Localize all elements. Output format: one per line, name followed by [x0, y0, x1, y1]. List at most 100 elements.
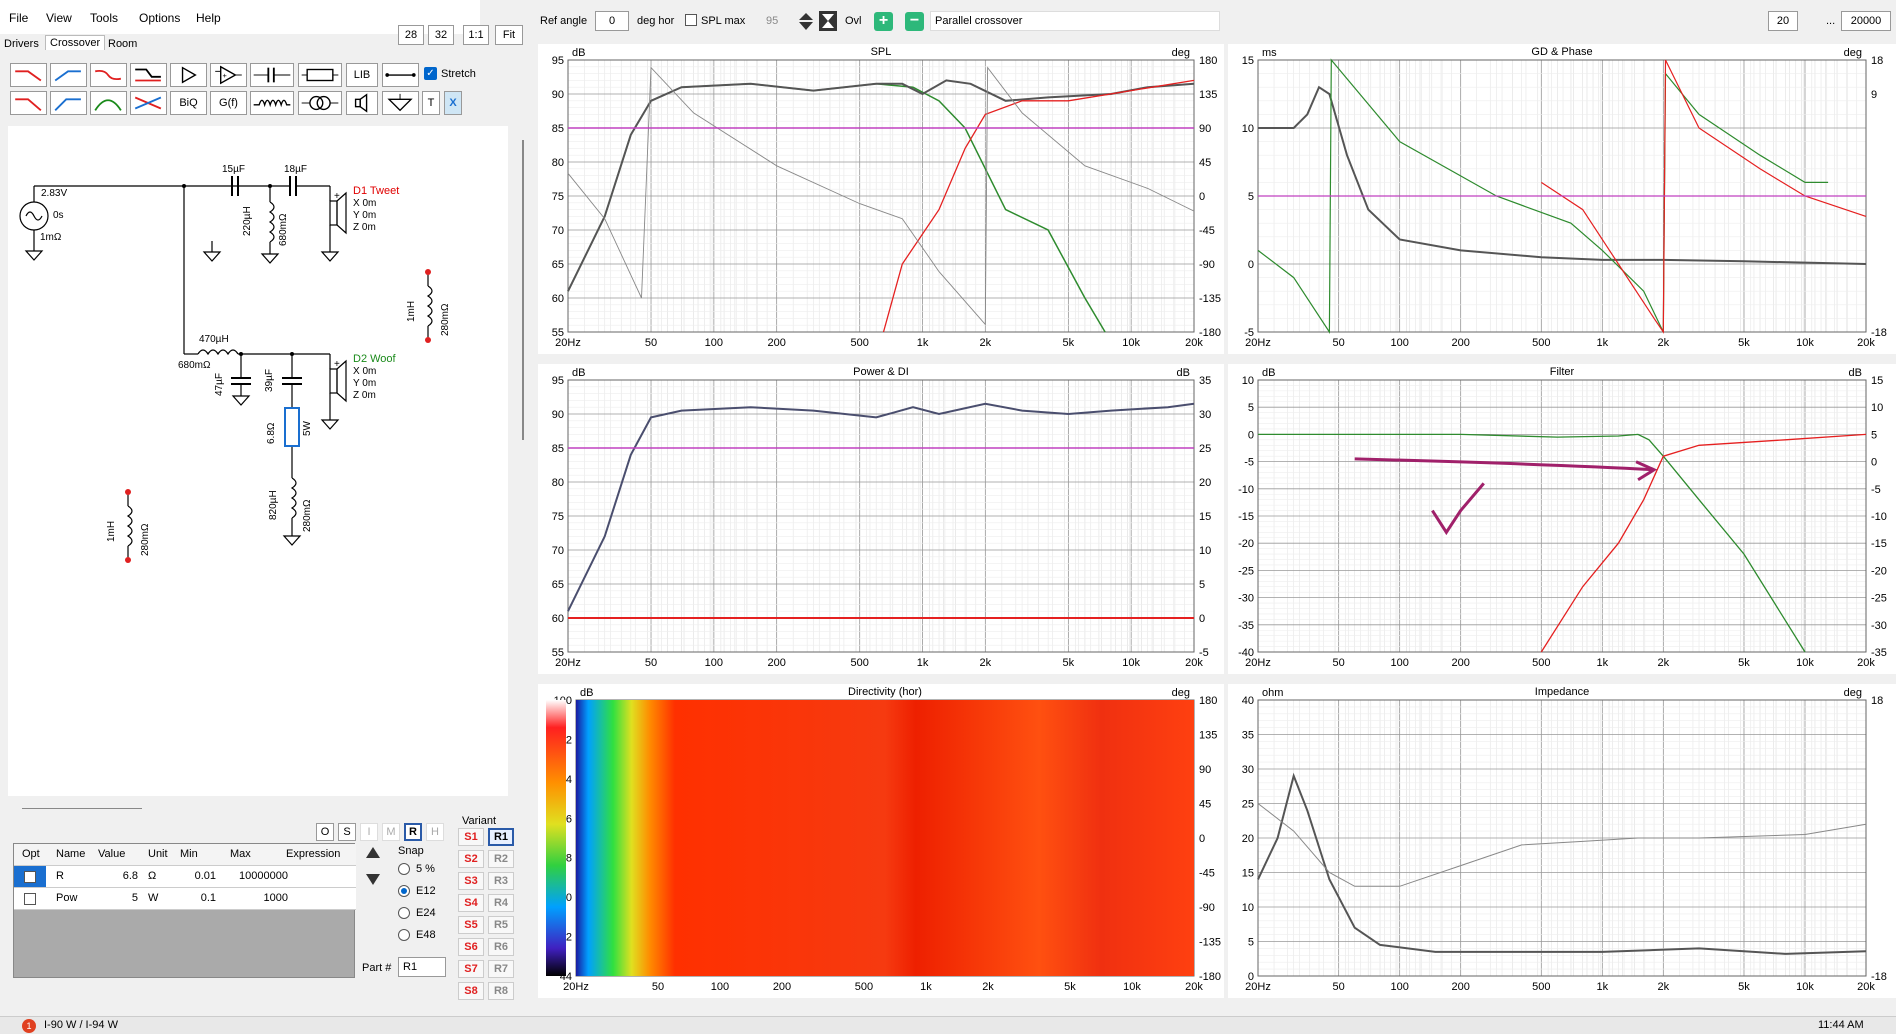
opt-checkbox[interactable]: [24, 871, 36, 883]
y-tick-label: 90: [552, 89, 564, 101]
snap-5pct-radio[interactable]: [398, 863, 410, 875]
variant-s8-button[interactable]: S8: [458, 982, 484, 1000]
zoom-n1-box[interactable]: 28: [398, 25, 424, 45]
row-value[interactable]: 5: [131, 892, 138, 904]
view-o-button[interactable]: O: [316, 823, 334, 841]
cross-filter-icon[interactable]: [130, 91, 167, 115]
gd-phase-graph[interactable]: 15 10 5 0 -5 18 9 -18 20Hz 50 100 200 500 1k 2k 5k 10k 20…: [1228, 44, 1896, 354]
up-down-icon[interactable]: [797, 11, 815, 31]
spl-max-value[interactable]: 95: [766, 15, 779, 27]
variant-r5-button[interactable]: R5: [488, 916, 514, 934]
menu-options[interactable]: Options: [139, 11, 181, 25]
capacitor-icon[interactable]: [250, 63, 294, 87]
directivity-graph[interactable]: 1009284766860524418013590450-45-90-135-1…: [538, 684, 1224, 998]
y-tick-label: 25: [1242, 799, 1254, 811]
row-min[interactable]: 0.1: [200, 892, 216, 904]
lowpass-red2-icon[interactable]: [10, 91, 47, 115]
snap-e24-radio[interactable]: [398, 907, 410, 919]
ground-icon[interactable]: [382, 91, 419, 115]
view-i-button[interactable]: I: [360, 823, 378, 841]
variant-r2-button[interactable]: R2: [488, 850, 514, 868]
crossover-name-field[interactable]: Parallel crossover: [930, 11, 1220, 31]
tab-crossover[interactable]: Crossover: [45, 35, 106, 50]
view-r-button[interactable]: R: [404, 823, 422, 841]
freq-min-input[interactable]: 20: [1768, 11, 1798, 31]
row-max[interactable]: 1000: [263, 892, 288, 904]
schematic-canvas[interactable]: + + 2.83V 0s 1mΩ 15µF 18µF 220µH 680mΩ D…: [8, 126, 508, 796]
move-up-icon[interactable]: [364, 844, 382, 862]
table-row[interactable]: Pow 5 W 0.1 1000: [14, 888, 356, 910]
variant-s2-button[interactable]: S2: [458, 850, 484, 868]
variant-s5-button[interactable]: S5: [458, 916, 484, 934]
x-tick-label: 500: [1532, 981, 1550, 993]
row-max[interactable]: 10000000: [239, 870, 288, 882]
view-m-button[interactable]: M: [382, 823, 400, 841]
opamp-icon[interactable]: +: [210, 63, 247, 87]
stretch-checkbox[interactable]: ✓: [424, 67, 437, 80]
variant-s1-button[interactable]: S1: [458, 828, 484, 846]
play-icon[interactable]: [170, 63, 207, 87]
lowpass-red-icon[interactable]: [10, 63, 47, 87]
part-input[interactable]: R1: [398, 957, 446, 977]
gf-button[interactable]: G(f): [210, 91, 247, 115]
x-button[interactable]: X: [444, 91, 462, 115]
freq-max-input[interactable]: 20000: [1841, 11, 1891, 31]
row-value[interactable]: 6.8: [122, 870, 138, 882]
bandpass-green-icon[interactable]: [90, 91, 127, 115]
highpass-blue2-icon[interactable]: [50, 91, 87, 115]
row-min[interactable]: 0.01: [194, 870, 216, 882]
snap-e48-radio[interactable]: [398, 929, 410, 941]
ratio-button[interactable]: 1:1: [463, 25, 489, 45]
notch-red-icon[interactable]: [90, 63, 127, 87]
view-h-button[interactable]: H: [426, 823, 444, 841]
t-button[interactable]: T: [422, 91, 440, 115]
y2-tick-label: -90: [1199, 259, 1215, 271]
x-tick-label: 500: [1532, 337, 1550, 349]
filter-graph[interactable]: 10 5 0 -5 -10 -15 -20 -25 -30 -35 -40 15 10 5 0 -5 -10 -1…: [1228, 364, 1896, 674]
tab-room[interactable]: Room: [108, 38, 138, 50]
variant-r3-button[interactable]: R3: [488, 872, 514, 890]
inductor-icon[interactable]: [250, 91, 294, 115]
spare-inductor2-label: 1mH: [106, 520, 117, 542]
variant-s7-button[interactable]: S7: [458, 960, 484, 978]
schematic-scrollbar[interactable]: [522, 140, 524, 440]
opt-checkbox[interactable]: [24, 893, 36, 905]
wire-icon[interactable]: [382, 63, 419, 87]
ref-angle-input[interactable]: 0: [595, 11, 629, 31]
selected-resistor[interactable]: [284, 407, 300, 447]
variant-r1-button[interactable]: R1: [488, 828, 514, 846]
variant-s6-button[interactable]: S6: [458, 938, 484, 956]
variant-r7-button[interactable]: R7: [488, 960, 514, 978]
tab-drivers[interactable]: Drivers: [4, 38, 39, 50]
biq-button[interactable]: BiQ: [170, 91, 207, 115]
toggle-icon[interactable]: [819, 11, 837, 31]
table-row[interactable]: R 6.8 Ω 0.01 10000000: [14, 866, 356, 888]
menu-help[interactable]: Help: [196, 11, 221, 25]
zoom-n2-box[interactable]: 32: [428, 25, 454, 45]
menu-tools[interactable]: Tools: [90, 11, 119, 25]
highpass-blue-icon[interactable]: [50, 63, 87, 87]
variant-r6-button[interactable]: R6: [488, 938, 514, 956]
remove-overlay-icon[interactable]: −: [905, 12, 924, 31]
spl-max-checkbox[interactable]: [685, 14, 697, 26]
menu-file[interactable]: File: [9, 11, 29, 25]
transformer-icon[interactable]: [298, 91, 342, 115]
snap-e12-radio[interactable]: [398, 885, 410, 897]
speaker-icon[interactable]: [346, 91, 378, 115]
fit-button[interactable]: Fit: [495, 25, 523, 45]
shelf-icon[interactable]: [130, 63, 167, 87]
variant-r4-button[interactable]: R4: [488, 894, 514, 912]
resistor-icon[interactable]: [298, 63, 342, 87]
power-di-graph[interactable]: 95 90 85 80 75 70 65 60 55 35 30 25 20 15 10 5 0 -5 20Hz 50…: [538, 364, 1224, 674]
variant-s3-button[interactable]: S3: [458, 872, 484, 890]
view-s-button[interactable]: S: [338, 823, 356, 841]
notification-icon[interactable]: 1: [22, 1019, 36, 1033]
variant-s4-button[interactable]: S4: [458, 894, 484, 912]
spl-graph[interactable]: 95 90 85 80 75 70 65 60 55 180 135 90 45 0 -45 -90 -135 -…: [538, 44, 1224, 354]
variant-r8-button[interactable]: R8: [488, 982, 514, 1000]
menu-view[interactable]: View: [46, 11, 72, 25]
move-down-icon[interactable]: [364, 870, 382, 888]
impedance-graph[interactable]: 40 35 30 25 20 15 10 5 0 18 -18 20Hz 50 100 200 500 1k 2k…: [1228, 684, 1896, 998]
add-overlay-icon[interactable]: +: [874, 12, 893, 31]
lib-button[interactable]: LIB: [346, 63, 378, 87]
